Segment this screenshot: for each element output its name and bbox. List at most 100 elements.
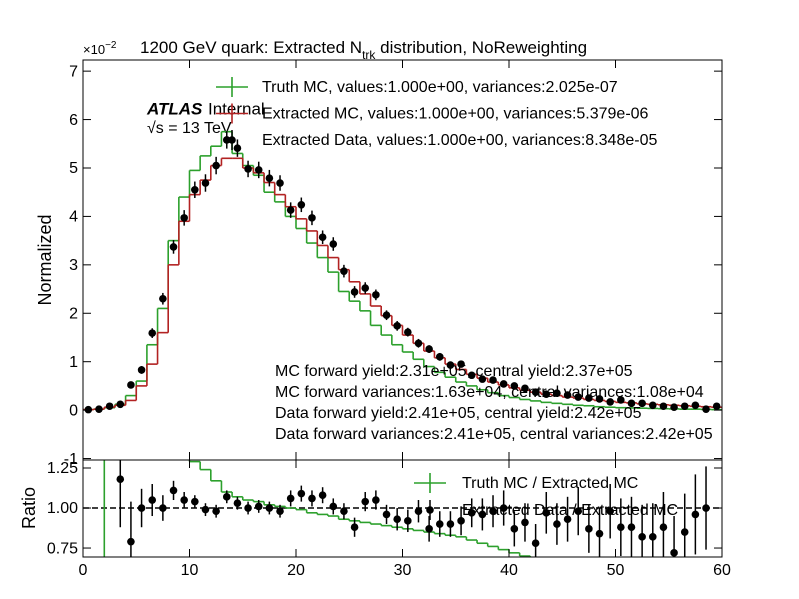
annotation: MC forward variances:1.63e+04, central v… [275,384,704,401]
data-point [201,505,210,514]
legend-marker [228,136,236,144]
legend-label: Extracted MC, values:1.000e+00, variance… [262,106,649,123]
data-point [648,401,657,410]
data-point [297,200,306,209]
plot-area [83,460,722,557]
legend-marker [426,506,434,514]
data-point [648,533,657,541]
data-point [254,502,263,511]
data-point [393,322,401,330]
data-point [510,525,519,533]
data-point [585,525,593,533]
data-point [553,389,561,397]
y-tick-label: 6 [69,112,78,129]
data-point [148,329,157,337]
y-tick-label: 4 [69,209,78,226]
data-point [116,475,125,484]
data-point [137,366,146,374]
data-point [435,353,444,361]
data-point [489,376,497,384]
title-part: distribution, NoReweighting [375,38,587,57]
x-tick-label: 0 [79,562,88,579]
data-point [127,537,135,546]
data-point [212,507,220,516]
data-point [372,291,380,299]
x-tick-label: 10 [181,562,199,579]
data-point [382,311,391,320]
data-point [180,214,188,222]
y-tick-label: 0 [69,402,78,419]
data-point [393,515,401,524]
data-point [435,520,444,528]
data-point [329,240,338,248]
y-tick-label: 3 [69,257,78,274]
x-tick-label: 20 [287,562,305,579]
data-point [148,496,157,504]
y-axis-label: Normalized [35,214,55,305]
data-point [702,405,710,413]
data-point [617,523,625,532]
annotation: Data forward yield:2.41e+05, central yie… [275,405,642,422]
data-point [116,400,125,409]
data-point [670,403,678,412]
data-point [457,517,465,525]
data-point [137,504,146,512]
data-point [265,174,274,182]
data-point [702,504,710,512]
data-point [361,497,370,506]
annotation: Data forward variances:2.41e+05, central… [275,426,713,443]
data-point [531,388,540,397]
data-point [457,360,465,368]
data-point [201,179,210,187]
data-point [222,493,231,501]
data-point [414,339,423,348]
data-point [340,267,348,275]
data-point [627,523,636,532]
data-point [404,328,412,336]
data-point [382,510,391,519]
data-point [254,166,263,174]
data-point [286,494,295,503]
data-point [191,185,199,194]
data-point [350,523,359,532]
data-point [467,509,476,517]
data-point [542,390,551,398]
x-tick-label: 60 [713,562,731,579]
data-point [244,504,252,512]
data-point [521,384,529,393]
legend-label: Truth MC, values:1.000e+00, variances:2.… [262,79,618,96]
data-point [425,525,433,533]
data-point [425,345,433,353]
data-point [127,381,135,389]
data-point [563,391,572,399]
data-point [489,507,497,516]
data-point [308,214,316,222]
legend-label: Extracted Data / Extracted MC [462,502,678,519]
data-point [329,502,338,511]
data-point [691,401,700,410]
data-point [627,399,636,408]
data-point [159,294,167,303]
data-point [233,144,242,152]
chart-title: 1200 GeV quark: Extracted Ntrk distribut… [140,38,587,62]
energy-label: √s = 13 TeV [147,120,232,137]
data-point [446,361,455,369]
data-point [276,507,284,516]
data-point [169,243,178,251]
legend-label: Truth MC / Extracted MC [462,475,638,492]
offset-exponent: −2 [105,40,117,51]
data-point [169,486,178,495]
data-point [297,489,306,498]
legend-label: Extracted Data, values:1.000e+00, varian… [262,132,657,149]
y-tick-label: -1 [64,451,78,468]
y-axis-label: Ratio [19,487,39,529]
data-point [212,161,220,170]
data-point [680,528,689,536]
data-point [95,405,103,413]
data-point [265,504,274,512]
data-point [574,507,583,516]
data-point [159,504,167,512]
x-tick-label: 40 [500,562,518,579]
data-point [638,533,646,541]
